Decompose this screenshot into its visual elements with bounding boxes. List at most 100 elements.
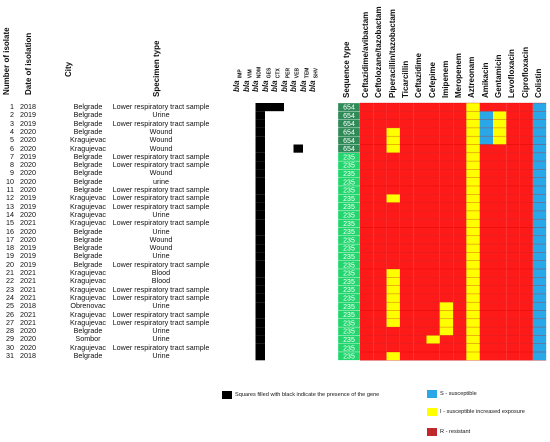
susceptibility-cell — [439, 244, 454, 253]
susceptibility-cell — [386, 244, 400, 253]
susceptibility-cell — [413, 335, 427, 344]
susceptibility-cell — [479, 103, 493, 112]
susceptibility-cell — [413, 227, 427, 236]
city-cell: Kragujevac — [70, 292, 106, 302]
gene-cell — [312, 318, 322, 328]
gene-cell — [255, 169, 265, 178]
susceptibility-cell — [479, 335, 493, 344]
susceptibility-cell — [493, 210, 507, 220]
susceptibility-cell — [413, 269, 427, 278]
specimen-cell: Urine — [152, 209, 170, 219]
susceptibility-cell — [532, 219, 547, 228]
gene-cell — [322, 327, 332, 336]
susceptibility-cell — [519, 277, 533, 286]
susceptibility-cell — [519, 111, 533, 120]
gene-cell — [303, 302, 313, 311]
susceptibility-cell — [399, 119, 414, 128]
susceptibility-cell — [360, 136, 374, 145]
gene-cell — [284, 277, 294, 286]
gene-cell — [274, 136, 284, 145]
susceptibility-cell — [506, 169, 520, 178]
susceptibility-cell — [373, 310, 387, 319]
susceptibility-cell — [413, 293, 427, 303]
isolation-year: 2020 — [20, 334, 36, 344]
gene-cell — [322, 318, 332, 328]
isolate-number: 9 — [10, 168, 14, 178]
isolation-year: 2020 — [20, 234, 36, 244]
gene-cell — [293, 302, 303, 311]
susceptibility-cell — [426, 161, 440, 170]
susceptibility-cell — [519, 169, 533, 178]
gene-cell — [322, 269, 332, 278]
gene-cell — [322, 136, 332, 145]
isolation-year: 2021 — [20, 309, 36, 319]
susceptibility-cell — [413, 152, 427, 162]
susceptibility-cell — [426, 202, 440, 211]
susceptibility-cell — [360, 343, 374, 352]
susceptibility-cell — [399, 127, 414, 137]
gene-cell — [255, 310, 265, 319]
susceptibility-cell — [386, 169, 400, 178]
susceptibility-cell — [399, 260, 414, 269]
susceptibility-cell — [360, 244, 374, 253]
susceptibility-cell — [426, 310, 440, 319]
isolation-year: 2021 — [20, 284, 36, 294]
susceptibility-cell — [493, 343, 507, 352]
susceptibility-cell — [519, 302, 533, 311]
gene-cell — [265, 318, 275, 328]
susceptibility-cell — [493, 119, 507, 128]
susceptibility-cell — [519, 202, 533, 211]
gene-cell — [322, 169, 332, 178]
susceptibility-cell — [373, 352, 387, 361]
susceptibility-cell — [532, 161, 547, 170]
gene-cell — [274, 269, 284, 278]
susceptibility-cell — [426, 244, 440, 253]
susceptibility-cell — [466, 310, 480, 319]
susceptibility-cell — [532, 177, 547, 186]
susceptibility-cell — [466, 194, 480, 203]
susceptibility-cell — [373, 144, 387, 153]
gene-cell — [312, 210, 322, 220]
specimen-cell: Lower respiratory tract sample — [112, 160, 210, 170]
isolate-number: 17 — [6, 234, 14, 244]
gene-cell — [303, 119, 313, 128]
susceptibility-cell — [479, 269, 493, 278]
gene-cell — [293, 227, 303, 236]
gene-cell — [284, 144, 294, 153]
susceptibility-cell — [532, 335, 547, 344]
isolate-number: 12 — [6, 193, 14, 203]
susceptibility-cell — [453, 144, 467, 153]
susceptibility-cell — [373, 127, 387, 137]
gene-cell — [312, 127, 322, 137]
susceptibility-cell — [439, 352, 454, 361]
susceptibility-cell — [453, 103, 467, 112]
legend-i-swatch — [427, 408, 437, 416]
gene-cell — [265, 177, 275, 186]
specimen-cell: Lower respiratory tract sample — [112, 193, 210, 203]
sequence-type-label: 654 — [343, 105, 355, 112]
gene-cell — [255, 210, 265, 220]
susceptibility-cell — [532, 210, 547, 220]
susceptibility-cell — [493, 310, 507, 319]
susceptibility-cell — [439, 269, 454, 278]
gene-cell — [293, 318, 303, 328]
susceptibility-cell — [399, 144, 414, 153]
susceptibility-cell — [453, 161, 467, 170]
sequence-type-label: 235 — [343, 296, 355, 303]
gene-cell — [322, 119, 332, 128]
gene-cell — [303, 210, 313, 220]
susceptibility-cell — [373, 202, 387, 211]
isolation-year: 2021 — [20, 276, 36, 286]
isolation-year: 2019 — [20, 193, 36, 203]
susceptibility-cell — [426, 186, 440, 195]
table-row: 26 2021 Kragujevac Lower respiratory tract … — [0, 309, 240, 319]
table-row: 19 2019 Belgrade Urine — [0, 252, 240, 261]
susceptibility-cell — [532, 227, 547, 236]
gene-cell — [274, 177, 284, 186]
susceptibility-cell — [453, 152, 467, 162]
susceptibility-cell — [413, 177, 427, 186]
susceptibility-cell — [386, 210, 400, 220]
gene-cell — [274, 186, 284, 195]
gene-cell — [284, 244, 294, 253]
gene-cell — [274, 277, 284, 286]
